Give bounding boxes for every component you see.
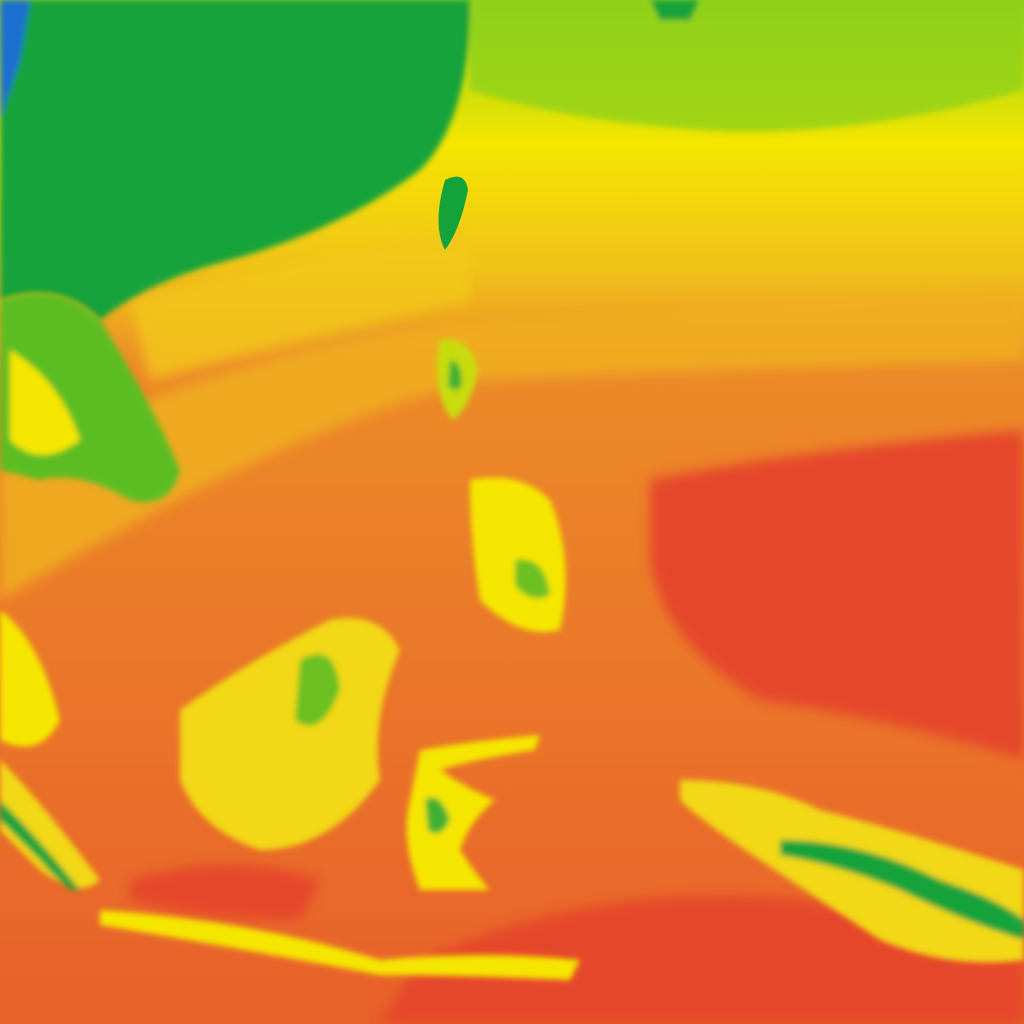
borneo [180,618,400,850]
mainland-china [0,0,1024,320]
new-guinea [680,780,1024,963]
sulawesi [406,735,540,890]
java-and-islands [100,910,580,980]
sumatra [0,760,100,891]
taiwan [438,176,468,250]
philippines [436,339,566,632]
warm-ocean-band [0,230,1024,600]
indochina [0,293,180,747]
